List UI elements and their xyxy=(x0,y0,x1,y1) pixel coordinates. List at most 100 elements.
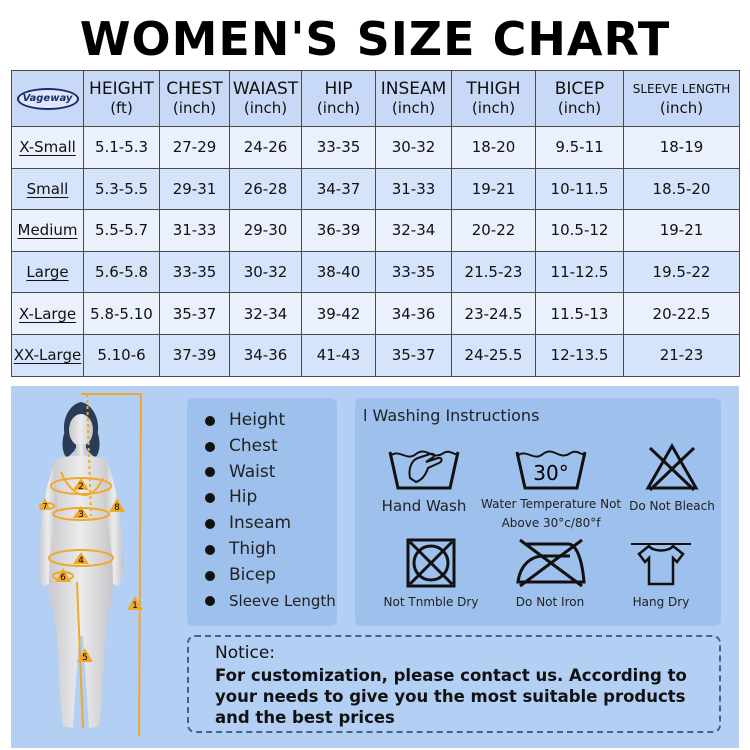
size-label: X-Large xyxy=(11,292,84,335)
measure-markers: 1 2 3 4 5 6 7 8 xyxy=(39,478,143,663)
table-cell: 5.3-5.5 xyxy=(83,167,160,211)
table-cell: 11-12.5 xyxy=(535,250,624,294)
marker-7: 7 xyxy=(39,498,51,511)
header-unit: (inch) xyxy=(659,98,704,117)
hand-wash-item: Hand Wash xyxy=(379,442,469,515)
header-unit: (ft) xyxy=(110,98,133,117)
bullet-icon xyxy=(205,519,215,530)
header-chest: CHEST (inch) xyxy=(159,70,230,127)
table-cell: 5.5-5.7 xyxy=(83,209,160,252)
header-label: INSEAM xyxy=(380,78,447,99)
table-cell: 18-19 xyxy=(623,126,740,169)
table-cell: 21-23 xyxy=(623,333,740,377)
table-cell: 29-30 xyxy=(229,209,302,252)
bullet-icon xyxy=(205,415,215,426)
hand-wash-icon xyxy=(388,450,460,490)
header-unit: (inch) xyxy=(557,98,602,117)
header-label: HIP xyxy=(324,78,353,99)
marker-3: 3 xyxy=(73,506,89,520)
table-cell: 9.5-11 xyxy=(535,126,624,169)
list-item: Thigh xyxy=(205,537,337,563)
table-cell: 35-37 xyxy=(159,292,230,335)
table-cell: 18.5-20 xyxy=(623,167,740,211)
size-chart-table: Vageway HEIGHT (ft) CHEST (inch) WAIAST (in… xyxy=(11,70,740,377)
table-row: Large 5.6-5.8 33-35 30-32 38-40 33-35 21.5-23 1… xyxy=(11,250,740,294)
water-temp-label-1: Water Temperature Not xyxy=(481,497,622,511)
table-cell: 31-33 xyxy=(159,209,230,252)
table-cell: 20-22.5 xyxy=(623,292,740,335)
table-cell: 23-24.5 xyxy=(451,292,536,335)
header-label: HEIGHT xyxy=(89,78,154,99)
table-cell: 5.10-6 xyxy=(83,333,160,377)
list-item: Height xyxy=(205,408,337,434)
marker-6: 6 xyxy=(55,568,71,583)
no-iron-icon xyxy=(516,538,586,588)
notice-text: For customization, please contact us. Ac… xyxy=(215,666,687,727)
no-tumble-item: Not Tnmble Dry xyxy=(377,536,485,609)
header-waist: WAIAST (inch) xyxy=(229,70,302,127)
list-item: Inseam xyxy=(205,511,337,537)
table-cell: 37-39 xyxy=(159,333,230,377)
table-cell: 21.5-23 xyxy=(451,250,536,294)
table-cell: 18-20 xyxy=(451,126,536,169)
bullet-icon xyxy=(205,493,215,504)
table-cell: 33-35 xyxy=(159,250,230,294)
table-cell: 38-40 xyxy=(301,250,376,294)
header-label: SLEEVE LENGTH xyxy=(632,81,731,96)
header-sleeve-length: SLEEVE LENGTH (inch) xyxy=(623,70,740,127)
bullet-icon xyxy=(205,544,215,555)
no-tumble-dry-icon xyxy=(406,538,456,588)
table-cell: 27-29 xyxy=(159,126,230,169)
svg-text:2: 2 xyxy=(78,482,84,492)
list-item: Sleeve Length xyxy=(205,589,337,615)
table-cell: 30-32 xyxy=(375,126,452,169)
table-cell: 10.5-12 xyxy=(535,209,624,252)
table-cell: 19-21 xyxy=(451,167,536,211)
notice-heading: Notice: xyxy=(215,643,276,663)
table-cell: 11.5-13 xyxy=(535,292,624,335)
hang-dry-label: Hang Dry xyxy=(632,595,690,609)
no-iron-item: Do Not Iron xyxy=(505,536,595,609)
header-bicep: BICEP (inch) xyxy=(535,70,624,127)
body-figure: 1 2 3 4 5 6 7 8 xyxy=(38,393,143,737)
size-label: Large xyxy=(11,250,84,294)
brand-logo-cell: Vageway xyxy=(11,70,84,127)
page-title: WOMEN'S SIZE CHART xyxy=(79,12,671,66)
header-label: THIGH xyxy=(466,78,521,99)
list-item: Chest xyxy=(205,434,337,460)
table-cell: 33-35 xyxy=(301,126,376,169)
svg-text:8: 8 xyxy=(114,503,120,513)
bullet-icon xyxy=(205,570,215,581)
hang-dry-icon xyxy=(631,543,691,586)
header-label: CHEST xyxy=(166,78,223,99)
table-cell: 35-37 xyxy=(375,333,452,377)
svg-text:5: 5 xyxy=(82,653,88,663)
list-item: Hip xyxy=(205,485,337,511)
table-row: X-Small 5.1-5.3 27-29 24-26 33-35 30-32 18-20 9… xyxy=(11,126,740,169)
table-cell: 19.5-22 xyxy=(623,250,740,294)
marker-8: 8 xyxy=(109,498,125,513)
no-iron-label: Do Not Iron xyxy=(515,595,585,609)
svg-text:1: 1 xyxy=(132,601,138,611)
table-cell: 5.1-5.3 xyxy=(83,126,160,169)
table-cell: 34-36 xyxy=(375,292,452,335)
silhouette xyxy=(38,402,124,728)
bullet-icon xyxy=(205,596,215,607)
size-label: XX-Large xyxy=(11,333,84,377)
header-label: WAIAST xyxy=(232,78,299,99)
header-height: HEIGHT (ft) xyxy=(83,70,160,127)
bullet-icon xyxy=(205,441,215,452)
table-row: X-Large 5.8-5.10 35-37 32-34 39-42 34-36 23-24… xyxy=(11,292,740,335)
header-thigh: THIGH (inch) xyxy=(451,70,536,127)
size-label: Medium xyxy=(11,209,84,252)
table-cell: 10-11.5 xyxy=(535,167,624,211)
no-bleach-item: Do Not Bleach xyxy=(627,442,717,513)
table-row: XX-Large 5.10-6 37-39 34-36 41-43 35-37 24-25.… xyxy=(11,333,740,377)
table-cell: 29-31 xyxy=(159,167,230,211)
header-hip: HIP (inch) xyxy=(301,70,376,127)
washing-title: l Washing Instructions xyxy=(363,406,540,425)
header-unit: (inch) xyxy=(316,98,361,117)
svg-text:4: 4 xyxy=(78,556,84,566)
svg-text:30°: 30° xyxy=(533,461,568,485)
table-cell: 34-36 xyxy=(229,333,302,377)
